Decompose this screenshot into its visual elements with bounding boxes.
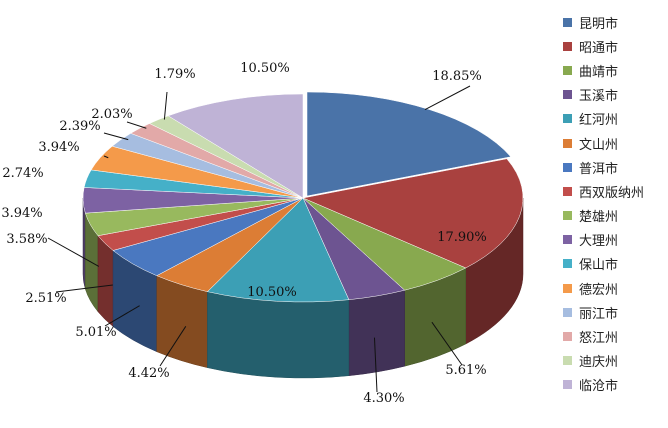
legend-label-10: 保山市 [579, 258, 619, 274]
data-label-9: 3.94% [1, 206, 42, 221]
legend-label-1: 昭通市 [579, 40, 619, 56]
legend-label-3: 玉溪市 [579, 89, 619, 105]
slice-15 [167, 93, 304, 199]
legend-swatch-3 [563, 90, 572, 100]
legend-item-8: 楚雄州 [563, 204, 663, 228]
legend-swatch-4 [563, 114, 572, 124]
slice-side-7 [97, 235, 114, 327]
leader-line-3 [373, 337, 378, 393]
legend-item-5: 文山州 [563, 131, 663, 155]
data-label-6: 5.01% [75, 325, 116, 340]
leader-line-13 [126, 121, 147, 129]
data-label-1: 17.90% [437, 230, 487, 245]
data-label-11: 3.94% [38, 140, 79, 155]
data-label-14: 1.79% [154, 67, 195, 82]
legend-swatch-1 [563, 41, 572, 51]
legend-swatch-9 [563, 235, 572, 245]
legend-label-0: 昆明市 [579, 16, 619, 32]
pie-tops [82, 91, 524, 303]
leader-line-5 [159, 326, 187, 367]
legend-swatch-11 [563, 283, 572, 293]
slice-1 [302, 158, 524, 269]
legend-label-14: 迪庆州 [579, 355, 619, 371]
legend-label-12: 丽江市 [579, 306, 619, 322]
data-label-15: 10.50% [240, 61, 290, 76]
legend-item-4: 红河州 [563, 107, 663, 131]
data-label-12: 2.39% [59, 119, 100, 134]
legend-label-8: 楚雄州 [579, 210, 619, 226]
legend-label-11: 德宏州 [579, 282, 619, 298]
legend-label-4: 红河州 [579, 113, 619, 129]
slice-4 [206, 197, 350, 303]
legend-swatch-2 [563, 65, 572, 75]
legend-item-3: 玉溪市 [563, 83, 663, 107]
leader-line-6 [104, 305, 140, 327]
legend-item-0: 昆明市 [563, 10, 663, 34]
leader-line-11 [103, 155, 109, 159]
legend-label-5: 文山州 [579, 137, 619, 153]
legend-item-6: 普洱市 [563, 155, 663, 179]
data-label-5: 4.42% [128, 366, 169, 381]
slice-0 [306, 91, 512, 197]
legend-swatch-13 [563, 332, 572, 342]
leader-line-2 [431, 321, 463, 366]
legend-swatch-0 [563, 17, 572, 27]
data-label-3: 4.30% [363, 391, 404, 406]
legend-label-2: 曲靖市 [579, 64, 619, 80]
slice-side-4 [207, 291, 350, 379]
leader-line-7 [55, 284, 113, 293]
legend-label-13: 怒江州 [579, 331, 619, 347]
legend-swatch-15 [563, 380, 572, 390]
data-label-13: 2.03% [91, 107, 132, 122]
legend-swatch-7 [563, 186, 572, 196]
legend-swatch-12 [563, 307, 572, 317]
data-label-2: 5.61% [445, 363, 486, 378]
legend-item-2: 曲靖市 [563, 58, 663, 82]
leader-line-8 [47, 237, 100, 267]
legend-item-7: 西双版纳州 [563, 179, 663, 203]
legend-label-15: 临沧市 [579, 379, 619, 395]
legend-swatch-8 [563, 211, 572, 221]
legend-item-15: 临沧市 [563, 373, 663, 397]
data-label-7: 2.51% [25, 291, 66, 306]
data-labels: 18.85% 17.90% 5.61% 4.30% 10.50% 4.42% 5.01% 2.… [1, 61, 486, 406]
legend-swatch-6 [563, 162, 572, 172]
legend-label-6: 普洱市 [579, 161, 619, 177]
legend-swatch-10 [563, 259, 572, 269]
leader-line-12 [103, 132, 129, 141]
data-label-0: 18.85% [432, 69, 482, 84]
legend-item-14: 迪庆州 [563, 349, 663, 373]
leader-line-14 [163, 91, 168, 120]
legend-item-11: 德宏州 [563, 276, 663, 300]
label-leaders [47, 85, 471, 393]
legend-item-12: 丽江市 [563, 300, 663, 324]
legend-label-7: 西双版纳州 [579, 185, 645, 201]
legend-item-10: 保山市 [563, 252, 663, 276]
slice-side-3 [348, 289, 405, 376]
legend: 昆明市昭通市曲靖市玉溪市红河州文山州普洱市西双版纳州楚雄州大理州保山市德宏州丽江… [563, 10, 663, 397]
legend-item-1: 昭通市 [563, 34, 663, 58]
pie-sides [82, 197, 524, 379]
legend-swatch-5 [563, 138, 572, 148]
data-label-10: 2.74% [2, 166, 43, 181]
legend-item-9: 大理州 [563, 228, 663, 252]
data-label-4: 10.50% [247, 285, 297, 300]
leader-line-0 [424, 85, 471, 111]
legend-item-13: 怒江州 [563, 324, 663, 348]
legend-label-9: 大理州 [579, 234, 619, 250]
legend-swatch-14 [563, 356, 572, 366]
data-label-8: 3.58% [6, 232, 47, 247]
